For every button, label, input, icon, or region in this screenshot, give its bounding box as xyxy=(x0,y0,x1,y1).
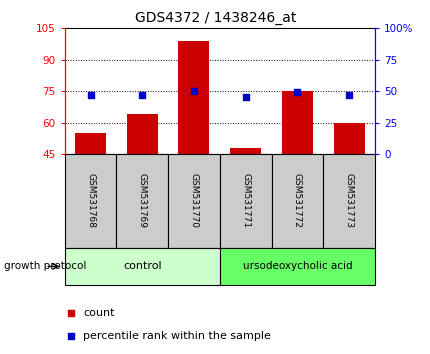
Text: GDS4372 / 1438246_at: GDS4372 / 1438246_at xyxy=(135,11,295,25)
Bar xyxy=(116,154,168,248)
Point xyxy=(242,95,249,100)
Bar xyxy=(64,154,116,248)
Text: GSM531772: GSM531772 xyxy=(292,173,301,228)
Bar xyxy=(271,154,322,248)
Text: GSM531771: GSM531771 xyxy=(241,173,249,228)
Text: GSM531768: GSM531768 xyxy=(86,173,95,228)
Text: count: count xyxy=(83,308,114,318)
Bar xyxy=(281,91,312,154)
Text: GSM531773: GSM531773 xyxy=(344,173,353,228)
Point xyxy=(190,88,197,94)
Text: ursodeoxycholic acid: ursodeoxycholic acid xyxy=(242,261,351,272)
Bar xyxy=(75,133,106,154)
Bar xyxy=(219,154,271,248)
Point xyxy=(67,310,74,315)
Text: control: control xyxy=(123,261,161,272)
Point xyxy=(67,333,74,339)
Point xyxy=(293,90,300,95)
Text: GSM531770: GSM531770 xyxy=(189,173,198,228)
Point xyxy=(345,92,352,98)
Point xyxy=(138,92,145,98)
Bar xyxy=(322,154,374,248)
Text: GSM531769: GSM531769 xyxy=(138,173,146,228)
Bar xyxy=(178,41,209,154)
Point xyxy=(87,92,94,98)
Bar xyxy=(219,248,374,285)
Text: percentile rank within the sample: percentile rank within the sample xyxy=(83,331,270,341)
Text: growth protocol: growth protocol xyxy=(4,261,86,272)
Bar xyxy=(168,154,219,248)
Bar xyxy=(126,114,157,154)
Bar xyxy=(64,248,219,285)
Bar xyxy=(230,148,261,154)
Bar xyxy=(333,122,364,154)
